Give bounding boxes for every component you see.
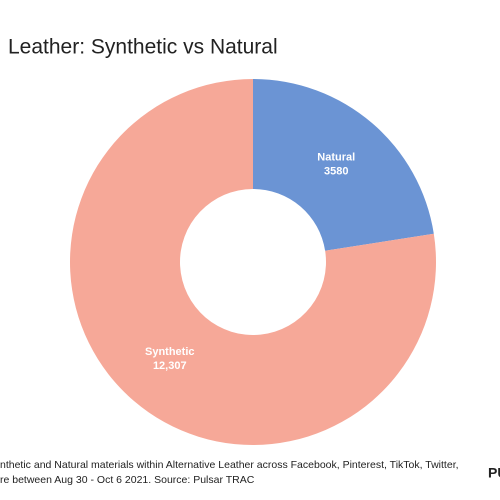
footnote: re between Aug 30 - Oct 6 2021. Source: … [0,474,255,486]
slice-label: Synthetic [145,346,195,358]
slice-label: Natural [317,152,355,164]
footnote: nthetic and Natural materials within Alt… [0,459,459,471]
slice-value: 12,307 [153,360,187,372]
slice-value: 3580 [324,166,348,178]
donut-slice [253,79,434,251]
donut-slice [70,79,437,446]
chart-title: Leather: Synthetic vs Natural [8,36,278,59]
logo: PU [488,465,500,481]
